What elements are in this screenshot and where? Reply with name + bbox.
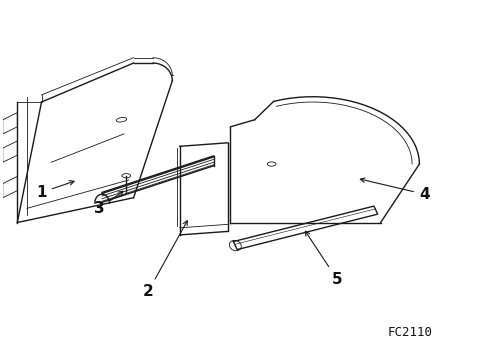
Text: 3: 3 — [95, 191, 123, 216]
Text: 2: 2 — [143, 221, 187, 299]
Text: 4: 4 — [360, 178, 430, 202]
Text: 5: 5 — [305, 231, 343, 287]
Text: 1: 1 — [36, 181, 74, 200]
Ellipse shape — [122, 174, 131, 178]
Text: FC2110: FC2110 — [387, 326, 432, 339]
